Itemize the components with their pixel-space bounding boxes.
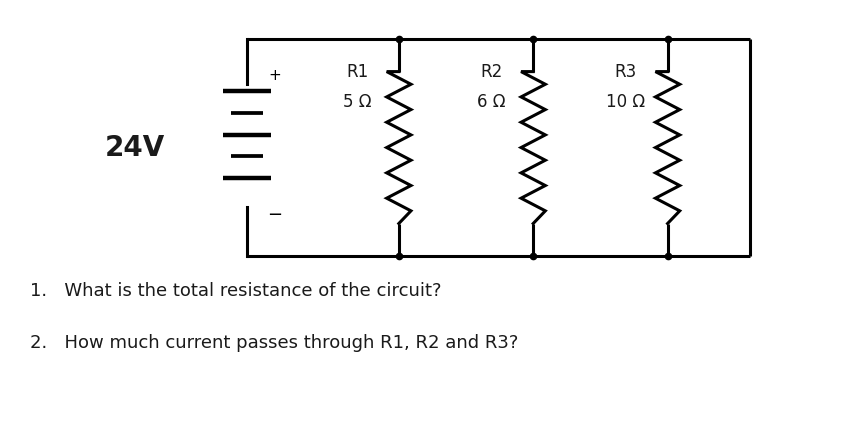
Text: 1.   What is the total resistance of the circuit?: 1. What is the total resistance of the c… [30,282,442,300]
Text: 24V: 24V [104,134,165,161]
Text: 6 Ω: 6 Ω [478,92,505,111]
Text: 2.   How much current passes through R1, R2 and R3?: 2. How much current passes through R1, R… [30,334,518,352]
Text: 5 Ω: 5 Ω [343,92,371,111]
Text: 10 Ω: 10 Ω [606,92,646,111]
Text: +: + [269,68,281,83]
Text: R2: R2 [480,63,503,81]
Text: R1: R1 [346,63,368,81]
Text: −: − [267,206,283,224]
Text: R3: R3 [615,63,637,81]
